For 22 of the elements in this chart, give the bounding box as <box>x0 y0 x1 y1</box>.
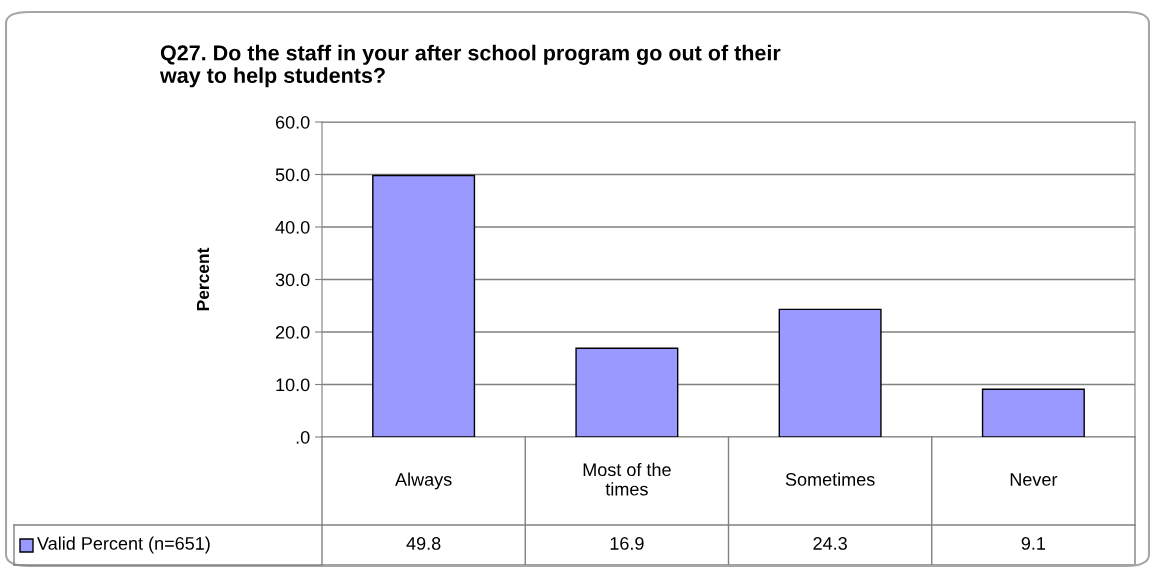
y-axis-title: Percent <box>197 247 210 311</box>
legend-label: Valid Percent (n=651) <box>37 536 210 554</box>
y-tick-label: 60.0 <box>275 115 310 129</box>
y-tick-label: 40.0 <box>275 220 310 234</box>
bar <box>575 347 679 437</box>
y-tick-label: .0 <box>296 430 310 444</box>
text: 16.9 <box>610 537 644 550</box>
text: 9.1 <box>1021 537 1046 550</box>
bar <box>372 174 476 437</box>
bar <box>778 308 882 437</box>
y-tick-label: 20.0 <box>275 325 310 339</box>
text: 24.3 <box>813 537 847 550</box>
bar <box>981 388 1085 437</box>
x-tick-label: Sometimes <box>785 472 875 486</box>
x-tick-label: Always <box>395 472 452 490</box>
chart-title: Q27. Do the staff in your after school program go out of their way to help students? <box>159 44 781 88</box>
y-tick-label: 10.0 <box>276 378 310 392</box>
x-tick-label: Most of the times <box>583 462 671 496</box>
y-tick-label: 30.0 <box>275 273 310 287</box>
text: 49.8 <box>406 537 441 550</box>
y-tick-label: 50.0 <box>275 168 310 182</box>
x-tick-label: Never <box>1010 473 1058 486</box>
